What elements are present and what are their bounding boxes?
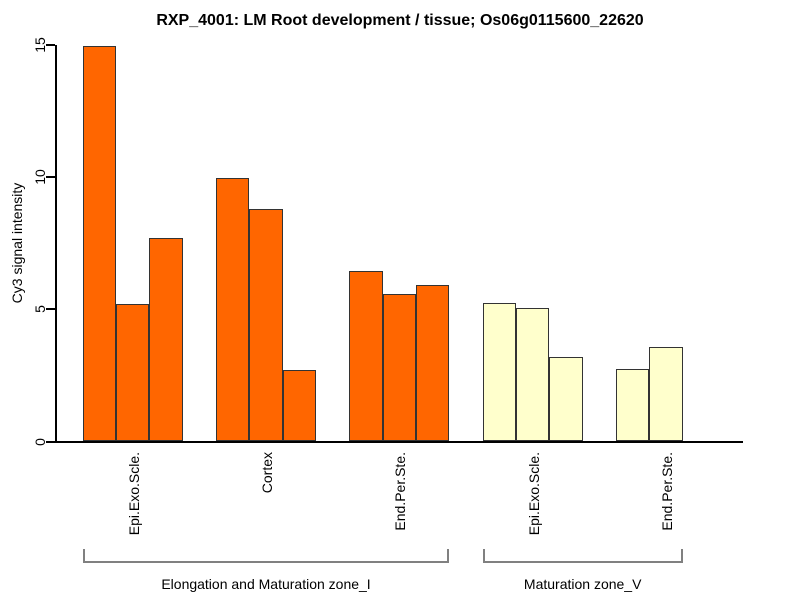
y-tick-label: 5	[32, 305, 48, 314]
y-tick-label: 15	[32, 37, 48, 53]
bar-end-per-ste--3	[416, 285, 450, 442]
y-tick-label: 10	[32, 169, 48, 185]
chart-title: RXP_4001: LM Root development / tissue; …	[156, 12, 644, 29]
bar-epi-exo-scle--2	[516, 308, 550, 442]
bar-epi-exo-scle--2	[116, 304, 150, 442]
bar-end-per-ste--2	[382, 294, 417, 442]
zone-label: Elongation and Maturation zone_I	[161, 576, 371, 592]
bar-epi-exo-scle--1	[482, 303, 517, 442]
y-tick-mark	[46, 440, 55, 443]
bar-end-per-ste--2	[649, 346, 683, 442]
y-tick-mark	[46, 308, 55, 311]
bar-epi-exo-scle--1	[82, 45, 117, 442]
x-group-label: Epi.Exo.Scle.	[125, 452, 142, 536]
y-axis-line	[55, 45, 57, 443]
y-tick-label: 0	[32, 437, 48, 446]
x-group-label: Cortex	[259, 452, 276, 494]
x-group-label: Epi.Exo.Scle.	[525, 452, 542, 536]
zone-label: Maturation zone_V	[523, 576, 642, 592]
bar-end-per-ste--1	[616, 369, 650, 442]
y-tick-mark	[46, 44, 55, 46]
bar-end-per-ste--1	[349, 270, 383, 442]
x-group-label: End.Per.Ste.	[659, 452, 675, 531]
bar-epi-exo-scle--3	[549, 357, 583, 442]
x-group-label: End.Per.Ste.	[392, 452, 409, 531]
bar-cortex-2	[249, 209, 283, 442]
bar-epi-exo-scle--3	[149, 238, 183, 442]
y-tick-mark	[46, 176, 55, 179]
x-axis-line	[55, 440, 743, 443]
y-axis-label: Cy3 signal intensity	[9, 182, 25, 304]
zone-bracket	[82, 549, 450, 563]
bar-cortex-1	[216, 177, 250, 442]
bar-cortex-3	[282, 370, 317, 442]
zone-bracket	[482, 549, 683, 563]
